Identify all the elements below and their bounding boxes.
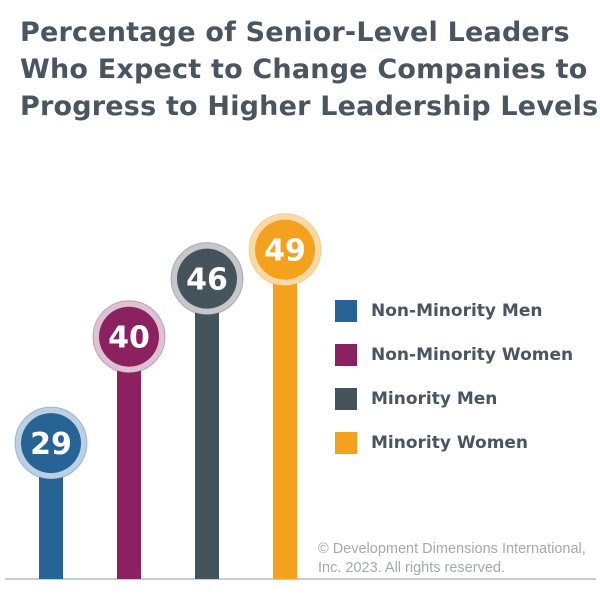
legend-label: Minority Women bbox=[371, 433, 529, 453]
legend-swatch bbox=[335, 388, 357, 410]
bar-stem bbox=[117, 336, 141, 579]
bar-head bbox=[177, 248, 237, 309]
chart-title-line: Who Expect to Change Companies to bbox=[20, 54, 588, 85]
copyright-notice: © Development Dimensions International, … bbox=[318, 540, 598, 578]
legend-item: Non-Minority Women bbox=[335, 333, 595, 377]
data-label: 46 bbox=[186, 263, 228, 298]
chart-legend: Non-Minority Men Non-Minority Women Mino… bbox=[335, 289, 595, 465]
legend-item: Minority Men bbox=[335, 377, 595, 421]
bar-head bbox=[99, 306, 159, 367]
bar-stem bbox=[273, 249, 297, 580]
legend-swatch bbox=[335, 300, 357, 322]
bar-stem bbox=[195, 278, 219, 579]
legend-item: Minority Women bbox=[335, 421, 595, 465]
legend-swatch bbox=[335, 432, 357, 454]
chart-title-line: Percentage of Senior-Level Leaders bbox=[20, 17, 570, 48]
bar-head bbox=[255, 219, 315, 280]
legend-item: Non-Minority Men bbox=[335, 289, 595, 333]
copyright-line: Inc. 2023. All rights reserved. bbox=[318, 560, 505, 576]
data-label: 29 bbox=[30, 427, 72, 462]
legend-label: Non-Minority Men bbox=[371, 301, 543, 321]
copyright-line: © Development Dimensions International, bbox=[318, 541, 586, 557]
legend-label: Non-Minority Women bbox=[371, 345, 574, 365]
bar-head bbox=[21, 413, 81, 474]
legend-swatch bbox=[335, 344, 357, 366]
chart-title-line: Progress to Higher Leadership Levels bbox=[20, 91, 599, 122]
legend-label: Minority Men bbox=[371, 389, 498, 409]
data-label: 49 bbox=[264, 234, 306, 269]
chart-title: Percentage of Senior-Level Leaders Who E… bbox=[20, 14, 599, 125]
data-label: 40 bbox=[108, 321, 150, 356]
